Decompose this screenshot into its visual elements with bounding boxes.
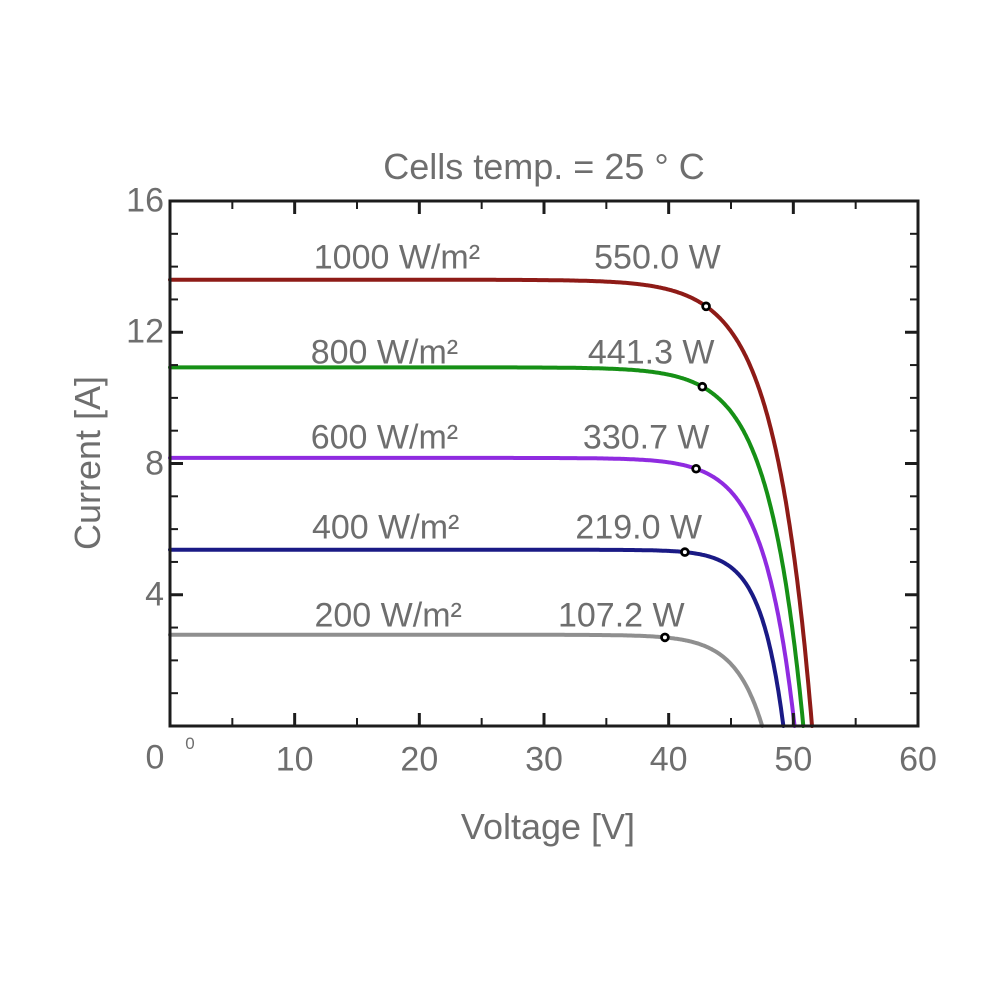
- iv-curve-600: [168, 455, 797, 728]
- iv-curve-800: [168, 365, 806, 728]
- iv-curve-200: [168, 632, 765, 728]
- mpp-marker-1000: [701, 301, 711, 312]
- x-tick-label-20: 20: [400, 740, 439, 779]
- irradiance-label-400: 400 W/m²: [311, 508, 460, 547]
- irradiance-label-600: 600 W/m²: [310, 418, 459, 457]
- iv-curve-1000: [168, 277, 814, 728]
- x-tick-label-0: 0: [145, 738, 165, 777]
- y-tick-label-12: 12: [126, 312, 164, 351]
- power-label-600: 330.7 W: [582, 418, 710, 457]
- mpp-marker-400: [680, 547, 690, 557]
- power-label-1000: 550.0 W: [594, 238, 721, 277]
- x-axis-label: Voltage [V]: [460, 806, 636, 847]
- iv-curve-400: [168, 547, 786, 728]
- y-tick-label-8: 8: [145, 444, 164, 482]
- x-tick-label-60: 60: [899, 740, 937, 779]
- plot-title: Cells temp. = 25 ° C: [383, 146, 705, 187]
- mpp-marker-200: [660, 632, 670, 643]
- y-tick-label-16: 16: [126, 181, 164, 220]
- power-label-400: 219.0 W: [575, 508, 703, 547]
- irradiance-label-1000: 1000 W/m²: [313, 238, 481, 277]
- x-tick-label-40: 40: [649, 740, 688, 779]
- x-tick-label-30: 30: [525, 740, 563, 779]
- irradiance-label-200: 200 W/m²: [314, 596, 462, 635]
- x-tick-label-10: 10: [275, 740, 314, 779]
- mpp-marker-600: [691, 463, 701, 474]
- x-tick-label-50: 50: [774, 740, 813, 779]
- power-label-200: 107.2 W: [557, 596, 685, 635]
- y-axis-label: Current [A]: [67, 375, 108, 551]
- irradiance-label-800: 800 W/m²: [310, 333, 459, 372]
- mpp-marker-800: [697, 381, 708, 392]
- origin-zero-superscript-label: 0: [185, 734, 195, 753]
- power-label-800: 441.3 W: [587, 333, 715, 372]
- y-tick-label-4: 4: [145, 575, 164, 614]
